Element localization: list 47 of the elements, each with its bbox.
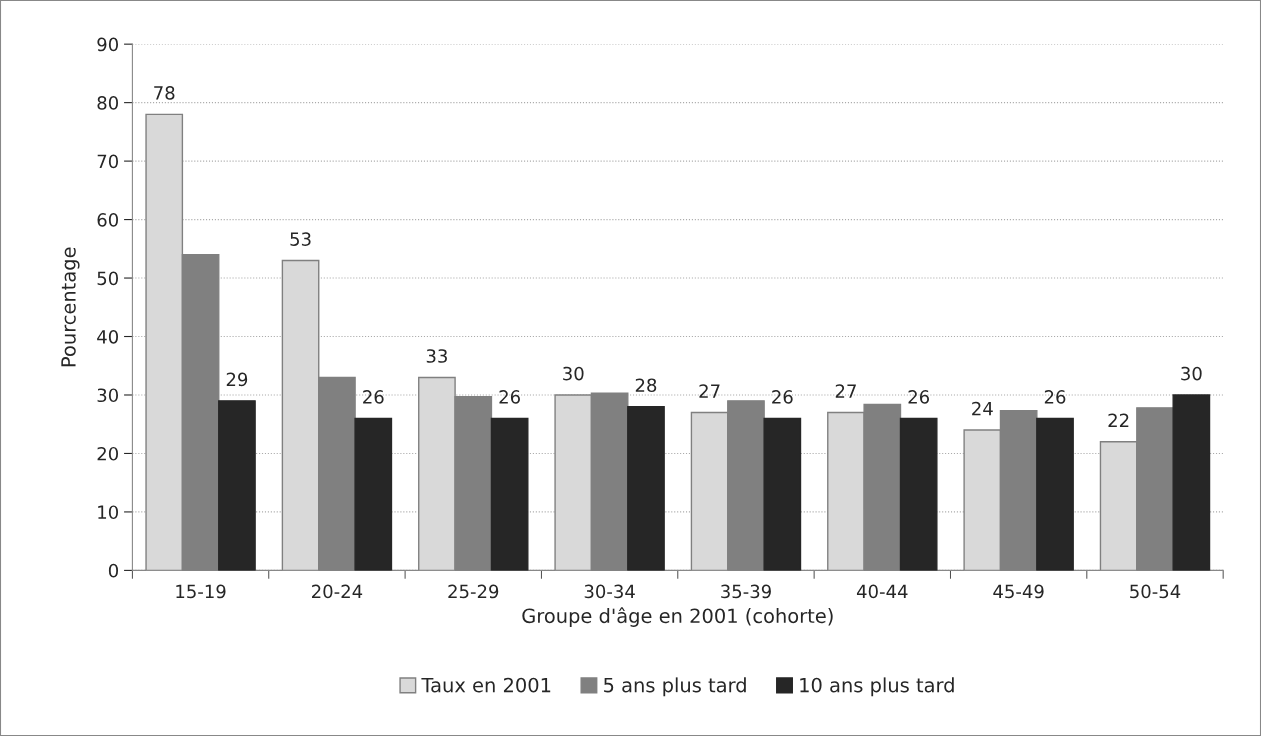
data-label: 27 — [699, 384, 720, 398]
x-tick-label: 35-39 — [721, 584, 771, 599]
x-tick-label: 40-44 — [856, 584, 908, 599]
data-label: 26 — [772, 390, 793, 404]
data-label: 30 — [1181, 366, 1202, 381]
y-tick-label: 40 — [97, 329, 119, 344]
y-tick-label: 80 — [97, 96, 119, 110]
x-axis-title: Groupe d'âge en 2001 (cohorte) — [522, 607, 833, 627]
data-label: 22 — [1108, 413, 1129, 427]
legend-label: Taux en 2001 — [421, 677, 551, 693]
x-tick-label: 50-54 — [1130, 584, 1181, 599]
data-label: 26 — [363, 390, 384, 404]
data-label: 26 — [499, 390, 520, 404]
x-tick-label: 15-19 — [176, 584, 226, 599]
data-label: 30 — [563, 366, 584, 381]
bar — [763, 417, 802, 571]
data-label: 26 — [908, 390, 930, 404]
bar — [627, 405, 665, 571]
data-label: 28 — [635, 378, 657, 393]
data-label: 53 — [290, 232, 311, 246]
legend-label: 10 ans plus tard — [800, 677, 954, 697]
y-axis-title: Pourcentage — [61, 247, 80, 367]
data-label: 27 — [835, 384, 856, 398]
y-tick-label: 0 — [108, 563, 119, 578]
bar — [899, 417, 938, 571]
y-tick-label: 10 — [98, 505, 119, 520]
data-label: 26 — [1044, 390, 1066, 404]
x-tick-label: 30-34 — [584, 584, 635, 599]
y-tick-label: 90 — [97, 37, 119, 52]
y-tick-label: 60 — [97, 213, 119, 227]
data-label: 24 — [972, 401, 993, 416]
bar — [490, 417, 529, 571]
legend-label: 5 ans plus tard — [604, 677, 746, 697]
x-tick-label: 25-29 — [448, 584, 499, 599]
y-tick-label: 70 — [97, 154, 119, 169]
bar — [218, 400, 256, 571]
bar — [1036, 417, 1074, 571]
y-tick-label: 20 — [97, 446, 119, 461]
x-tick-label: 20-24 — [312, 584, 363, 599]
bar — [354, 417, 393, 571]
data-label: 33 — [426, 349, 447, 363]
x-tick-label: 45-49 — [993, 584, 1044, 599]
data-label: 78 — [154, 86, 175, 100]
y-tick-label: 30 — [97, 388, 119, 403]
y-tick-label: 50 — [97, 271, 119, 286]
data-label: 29 — [226, 372, 248, 387]
bar — [1172, 394, 1211, 571]
